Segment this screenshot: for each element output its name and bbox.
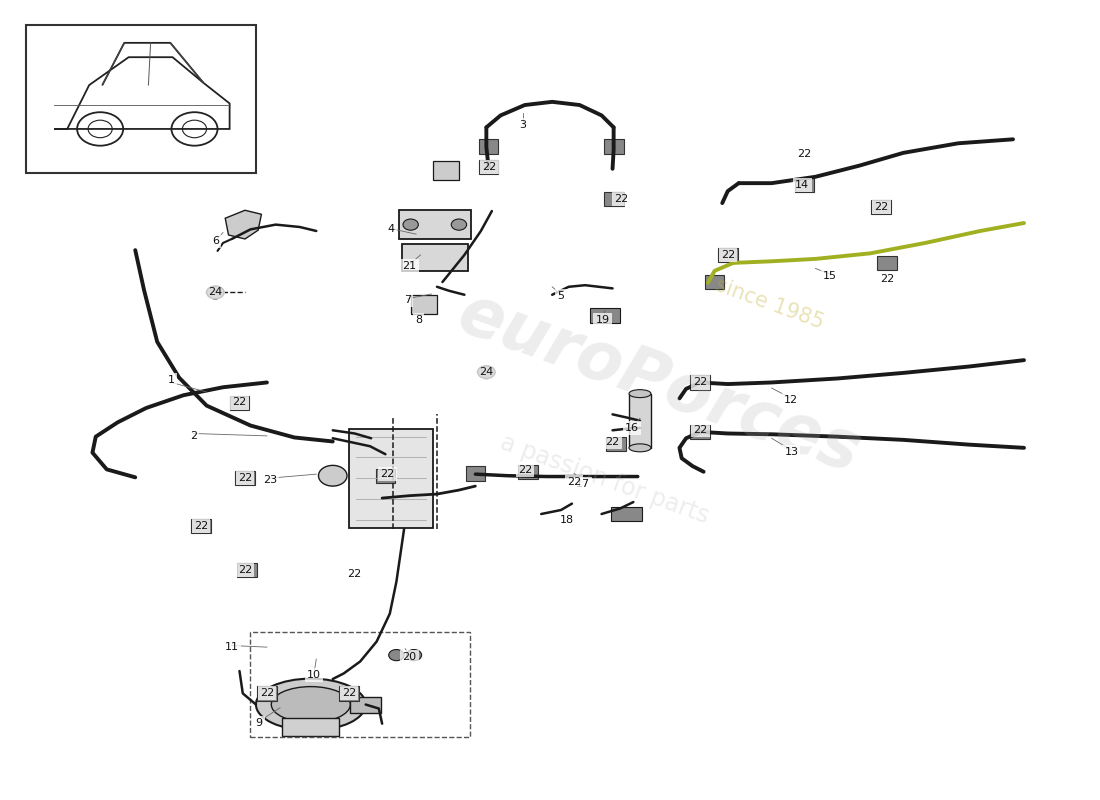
Text: 5: 5	[558, 291, 564, 302]
Text: 22: 22	[614, 194, 628, 204]
Ellipse shape	[629, 444, 651, 452]
Circle shape	[406, 650, 421, 661]
Bar	[257, 686, 277, 701]
Bar	[410, 294, 437, 314]
Text: 14: 14	[795, 180, 810, 190]
Ellipse shape	[629, 390, 651, 398]
Text: 4: 4	[387, 223, 395, 234]
Text: 11: 11	[224, 642, 239, 652]
Text: 22: 22	[518, 465, 532, 475]
Ellipse shape	[272, 686, 350, 722]
Text: 22: 22	[874, 202, 889, 212]
Text: 19: 19	[595, 315, 609, 326]
Text: since 1985: since 1985	[713, 275, 826, 334]
Bar	[465, 466, 485, 481]
Bar	[191, 518, 211, 533]
Text: 22: 22	[238, 565, 252, 575]
Circle shape	[207, 286, 224, 298]
Text: 13: 13	[784, 447, 799, 457]
Bar	[398, 210, 471, 239]
Bar	[691, 375, 711, 390]
Text: 17: 17	[576, 478, 590, 489]
Bar	[590, 308, 620, 322]
Text: 1: 1	[168, 375, 175, 385]
Text: euroPorces: euroPorces	[450, 281, 870, 487]
Bar	[375, 469, 395, 483]
Ellipse shape	[256, 678, 365, 730]
Bar	[432, 161, 459, 180]
Text: 3: 3	[519, 120, 526, 130]
Bar	[877, 256, 896, 270]
Text: 21: 21	[403, 261, 417, 271]
Bar	[238, 562, 257, 577]
Text: 22: 22	[381, 469, 395, 479]
Bar	[283, 718, 339, 737]
Text: 8: 8	[415, 315, 422, 326]
Circle shape	[403, 219, 418, 230]
Text: 22: 22	[232, 398, 246, 407]
Bar	[871, 200, 891, 214]
Circle shape	[388, 650, 404, 661]
Bar	[612, 507, 642, 521]
Text: 18: 18	[560, 514, 573, 525]
Text: 16: 16	[625, 423, 639, 433]
Text: 24: 24	[480, 367, 494, 377]
Text: a passion for parts: a passion for parts	[497, 430, 713, 529]
Text: 15: 15	[823, 271, 837, 282]
Bar	[705, 275, 725, 289]
Text: 22: 22	[798, 150, 812, 159]
Text: 9: 9	[255, 718, 263, 728]
Bar	[349, 429, 432, 527]
Bar	[604, 139, 624, 154]
Text: 22: 22	[566, 477, 581, 487]
Bar	[25, 26, 256, 173]
Text: 22: 22	[720, 250, 735, 260]
Text: 22: 22	[342, 688, 356, 698]
Bar	[350, 697, 381, 713]
Text: 22: 22	[194, 521, 208, 531]
Text: 12: 12	[784, 395, 799, 405]
Text: 22: 22	[693, 378, 707, 387]
Text: 24: 24	[208, 287, 222, 298]
Bar	[518, 465, 538, 479]
Bar	[691, 425, 711, 439]
Bar	[718, 248, 738, 262]
Bar	[478, 139, 498, 154]
Circle shape	[477, 366, 495, 378]
Text: 22: 22	[693, 426, 707, 435]
Text: 22: 22	[238, 473, 252, 483]
Bar	[606, 437, 626, 451]
Bar	[339, 686, 359, 701]
Text: 22: 22	[260, 688, 274, 698]
Bar	[794, 178, 814, 192]
Bar	[251, 632, 470, 738]
Text: 23: 23	[263, 474, 277, 485]
Circle shape	[319, 466, 346, 486]
Text: 22: 22	[880, 274, 894, 284]
Bar	[629, 394, 651, 448]
Polygon shape	[226, 210, 262, 239]
Bar	[402, 244, 468, 271]
Text: 22: 22	[348, 569, 362, 578]
Text: 2: 2	[190, 431, 197, 441]
Text: 22: 22	[483, 162, 497, 172]
Text: 22: 22	[605, 438, 619, 447]
Bar	[235, 471, 255, 486]
Bar	[604, 192, 624, 206]
Bar	[230, 396, 250, 410]
Text: 6: 6	[212, 235, 219, 246]
Text: 20: 20	[403, 652, 417, 662]
Text: 10: 10	[307, 670, 321, 680]
Bar	[478, 160, 498, 174]
Text: 7: 7	[404, 295, 411, 306]
Circle shape	[451, 219, 466, 230]
